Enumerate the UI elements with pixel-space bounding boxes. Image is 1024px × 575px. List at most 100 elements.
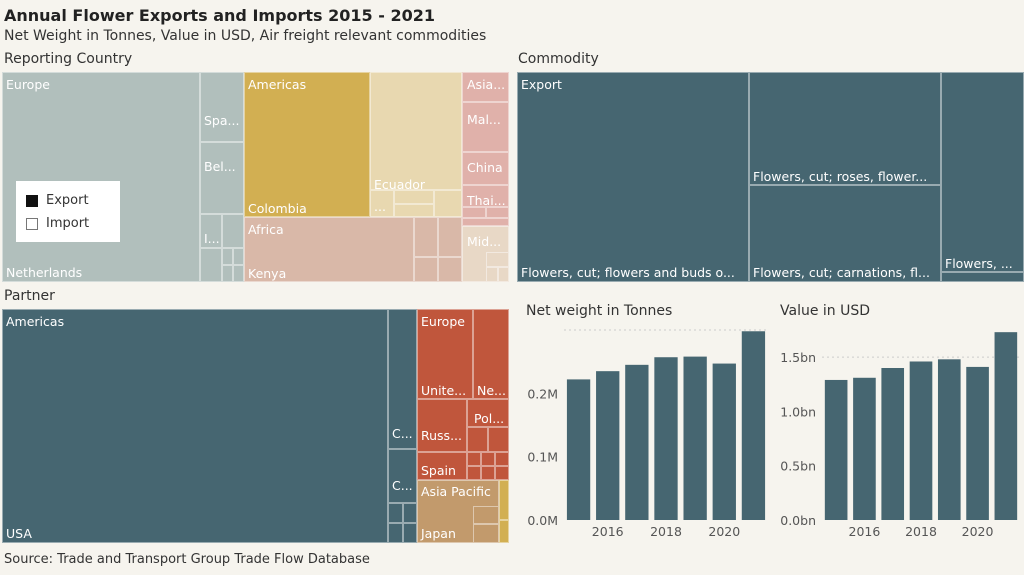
tm-cell-asia-small[interactable]	[462, 218, 509, 226]
tm-cell-thailand[interactable]	[462, 185, 509, 207]
tm-cell-me-small[interactable]	[498, 267, 509, 282]
tm-cell-partner-c2[interactable]	[388, 449, 417, 503]
tm-cell-belgium[interactable]	[200, 142, 244, 214]
legend-label-export: Export	[46, 193, 89, 208]
tm-label-uk: Unite...	[421, 383, 467, 398]
bar-2017	[881, 368, 905, 520]
tm-cell-asia-small[interactable]	[462, 207, 486, 218]
tm-label-export: Export	[521, 77, 562, 92]
tm-cell-china[interactable]	[462, 152, 509, 185]
tm-cell-poland[interactable]	[467, 399, 509, 427]
tm-cell-asia-small[interactable]	[473, 524, 499, 543]
tm-cell-netherlands[interactable]	[2, 72, 200, 282]
bar-2018	[909, 361, 933, 520]
tm-label-colombia: Colombia	[248, 201, 307, 216]
tm-label-italy: I...	[204, 231, 220, 246]
tm-cell-spain[interactable]	[417, 452, 467, 480]
tm-cell-commodity-5[interactable]	[941, 272, 1024, 282]
tm-label-netherlands: Netherlands	[6, 265, 83, 280]
tm-cell-europe-small[interactable]	[233, 248, 244, 265]
x-tick-label: 2018	[905, 524, 937, 539]
x-tick-label: 2018	[650, 524, 682, 539]
tm-cell-europe-small[interactable]	[481, 452, 495, 466]
tm-cell-americas-small[interactable]	[394, 204, 434, 217]
bar-2021	[741, 331, 766, 520]
bar-2017	[625, 364, 649, 520]
tm-cell-americas-small[interactable]	[403, 503, 417, 523]
tm-cell-spain[interactable]	[200, 72, 244, 142]
tm-cell-europe-small[interactable]	[481, 466, 495, 480]
tm-label-partner-c2: C...	[392, 478, 413, 493]
tm-cell-kenya[interactable]	[244, 217, 414, 282]
tm-cell-me-small[interactable]	[486, 252, 509, 267]
tm-label-europe: Europe	[6, 77, 50, 92]
tm-cell-uk[interactable]	[417, 309, 473, 399]
tm-cell-africa-small[interactable]	[414, 257, 438, 282]
tm-cell-americas-small[interactable]	[388, 523, 403, 543]
tm-cell-usa[interactable]	[2, 309, 388, 543]
tm-label-malaysia: Mal...	[467, 112, 501, 127]
x-tick-label: 2016	[592, 524, 624, 539]
tm-cell-europe-small[interactable]	[467, 466, 481, 480]
tm-cell-commodity-2[interactable]	[749, 72, 941, 185]
tm-cell-partner-c1[interactable]	[388, 309, 417, 449]
tm-cell-africa-small[interactable]	[438, 217, 462, 257]
tm-cell-italy[interactable]	[200, 214, 222, 248]
y-tick-label: 0.0bn	[780, 513, 816, 528]
bar-2016	[853, 377, 876, 520]
tm-cell-me-small[interactable]	[486, 267, 498, 282]
tm-cell-europe-small[interactable]	[467, 427, 488, 452]
tm-cell-commodity-3[interactable]	[749, 185, 941, 282]
tm-label-russia: Russ...	[421, 428, 462, 443]
tm-cell-africa-small[interactable]	[414, 217, 438, 257]
tm-cell-commodity-4[interactable]	[941, 72, 1024, 272]
tm-cell-colombia[interactable]	[244, 72, 370, 217]
tm-cell-partner-small[interactable]	[499, 480, 509, 520]
tm-cell-africa-small[interactable]	[438, 257, 462, 282]
tm-cell-americas-small[interactable]	[388, 503, 403, 523]
tm-label-asia-pacific: Asia Pacific	[421, 484, 491, 499]
tm-cell-asia-small[interactable]	[473, 506, 499, 524]
tm-cell-europe-small[interactable]	[467, 452, 481, 466]
tm-label-commodity-1: Flowers, cut; flowers and buds o...	[521, 265, 735, 280]
legend: Export Import	[16, 181, 120, 242]
y-tick-label: 0.1M	[527, 450, 558, 465]
tm-cell-ecuador[interactable]	[370, 72, 462, 190]
tm-cell-commodity-1[interactable]	[517, 72, 749, 282]
chart-title: Value in USD	[780, 303, 870, 319]
tm-cell-partner-small[interactable]	[499, 520, 509, 543]
tm-cell-russia[interactable]	[417, 399, 467, 452]
tm-cell-europe-small[interactable]	[488, 427, 509, 452]
partner-header: Partner	[4, 288, 55, 304]
tm-cell-malaysia[interactable]	[462, 102, 509, 152]
tm-label-usa: USA	[6, 526, 32, 541]
tm-cell-europe-small[interactable]	[495, 452, 509, 466]
import-swatch	[26, 217, 38, 230]
tm-cell-europe-small[interactable]	[200, 248, 222, 282]
x-tick-label: 2020	[962, 524, 994, 539]
tm-cell-americas-small[interactable]	[370, 190, 394, 217]
tm-cell-americas-small[interactable]	[394, 190, 434, 204]
tm-label-poland: Pol...	[474, 411, 505, 426]
tm-cell-americas-small[interactable]	[403, 523, 417, 543]
bar-2016	[596, 371, 620, 520]
tm-cell-europe-small[interactable]	[222, 214, 244, 248]
legend-item-export[interactable]: Export	[16, 189, 120, 212]
tm-label-belgium: Bel...	[204, 159, 236, 174]
chart-title: Net weight in Tonnes	[526, 303, 672, 319]
bar-2020	[966, 366, 989, 520]
tm-cell-europe-small[interactable]	[233, 265, 244, 282]
tm-label-partner-c1: C...	[392, 426, 413, 441]
commodity-treemap: Export Flowers, cut; flowers and buds o.…	[517, 72, 1024, 282]
x-tick-label: 2016	[849, 524, 881, 539]
tm-cell-europe-small[interactable]	[222, 248, 233, 265]
tm-cell-americas-small[interactable]	[434, 190, 462, 217]
tm-cell-europe-small[interactable]	[495, 466, 509, 480]
legend-item-import[interactable]: Import	[16, 212, 120, 235]
tm-cell-asia-small[interactable]	[486, 207, 509, 218]
tm-cell-europe-small[interactable]	[222, 265, 233, 282]
tm-cell-ne[interactable]	[473, 309, 509, 399]
tm-cell-asia-1[interactable]	[462, 72, 509, 102]
tm-label-commodity-2: Flowers, cut; roses, flower...	[753, 169, 928, 184]
reporting-country-header: Reporting Country	[4, 51, 133, 67]
